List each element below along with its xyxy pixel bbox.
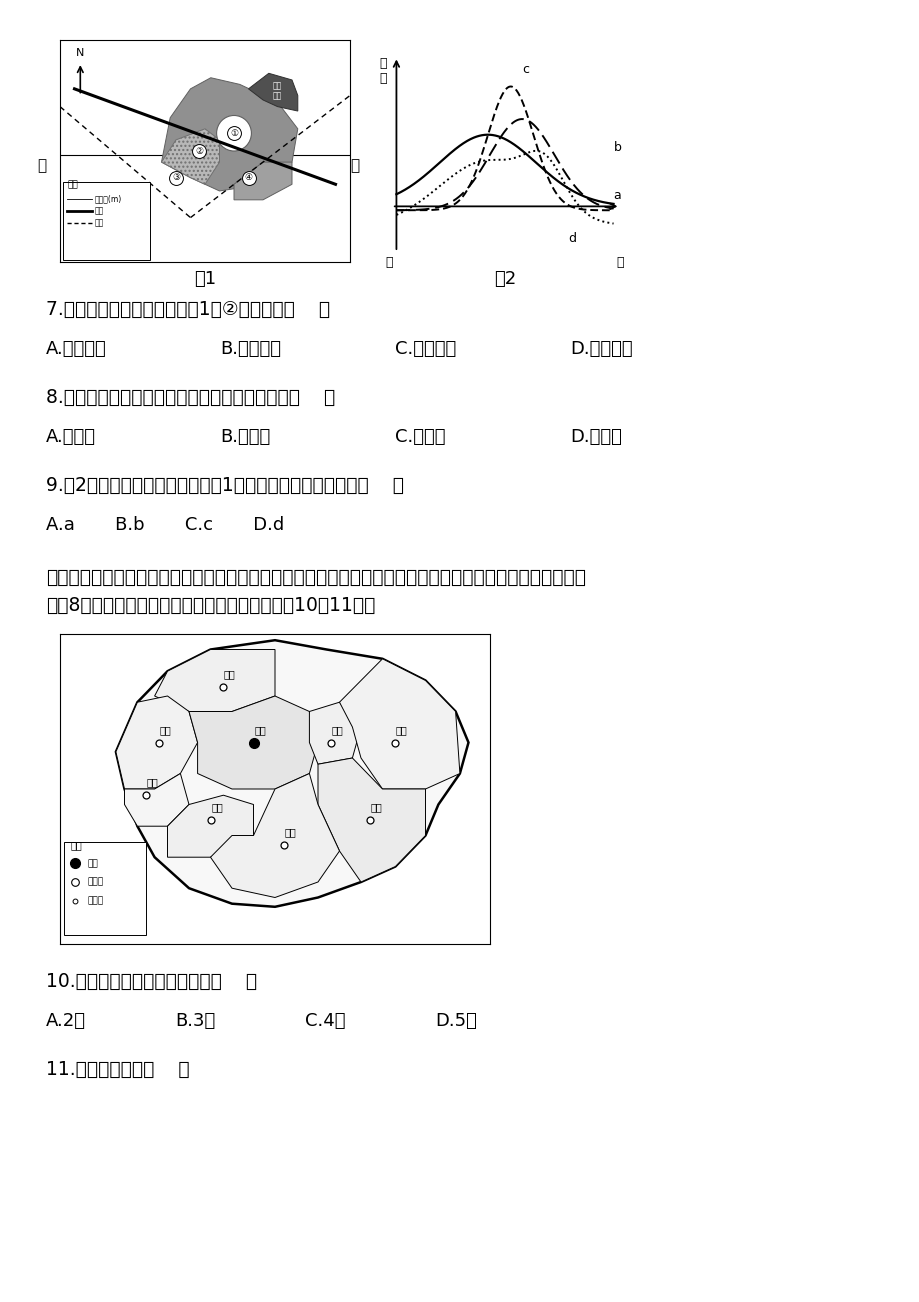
- Text: 县级市: 县级市: [88, 896, 104, 905]
- Text: 9.图2中的曲线，能准确反应出图1中甲乙一线地租变化的是（    ）: 9.图2中的曲线，能准确反应出图1中甲乙一线地租变化的是（ ）: [46, 477, 403, 495]
- Text: 乙: 乙: [350, 159, 359, 173]
- Text: 周边8个大中型城市所组成的城市群。据此完成第10～11题。: 周边8个大中型城市所组成的城市群。据此完成第10～11题。: [46, 596, 375, 615]
- Text: a: a: [613, 189, 620, 202]
- Text: 咸宁: 咸宁: [284, 827, 296, 837]
- Text: b: b: [613, 141, 620, 154]
- Text: C.4级: C.4级: [305, 1012, 346, 1030]
- Text: 甲: 甲: [385, 256, 393, 270]
- Text: 地
租: 地 租: [379, 56, 386, 85]
- Text: C.偏西风: C.偏西风: [394, 428, 445, 447]
- Text: 河北
公园: 河北 公园: [273, 81, 282, 100]
- Polygon shape: [188, 697, 318, 789]
- Polygon shape: [233, 163, 291, 199]
- Text: 7.高级住宅区最可能分布在图1中②功能区的（    ）: 7.高级住宅区最可能分布在图1中②功能区的（ ）: [46, 299, 330, 319]
- Text: d: d: [567, 233, 575, 246]
- Text: N: N: [76, 48, 85, 57]
- Text: 武汉: 武汉: [254, 725, 266, 734]
- Text: 省会: 省会: [88, 859, 98, 868]
- Polygon shape: [318, 758, 425, 881]
- Polygon shape: [167, 796, 254, 857]
- Text: 河流: 河流: [95, 207, 104, 215]
- Text: C.西北方向: C.西北方向: [394, 340, 456, 358]
- Text: 甲: 甲: [38, 159, 47, 173]
- Text: B.西南方向: B.西南方向: [220, 340, 280, 358]
- Text: A.2级: A.2级: [46, 1012, 85, 1030]
- Text: 铁路: 铁路: [95, 219, 104, 228]
- Ellipse shape: [216, 116, 251, 151]
- Text: 图例: 图例: [67, 181, 78, 190]
- Text: 图2: 图2: [494, 270, 516, 288]
- Polygon shape: [124, 773, 188, 827]
- Text: ②: ②: [195, 147, 203, 155]
- Text: 等高线(m): 等高线(m): [95, 194, 122, 203]
- Text: D.东南方向: D.东南方向: [570, 340, 632, 358]
- Text: 黄冈: 黄冈: [395, 725, 407, 734]
- Text: A.东北方向: A.东北方向: [46, 340, 107, 358]
- Polygon shape: [162, 78, 298, 191]
- Text: ③: ③: [172, 173, 180, 182]
- Text: 鄂州: 鄂州: [331, 725, 343, 734]
- FancyBboxPatch shape: [62, 182, 150, 260]
- Text: ④: ④: [244, 173, 253, 182]
- Text: 11.武汉都市圈中（    ）: 11.武汉都市圈中（ ）: [46, 1060, 189, 1079]
- Text: 孝感: 孝感: [223, 669, 235, 678]
- Text: 8.若图中城市布局合理，则该地主导风向可能为（    ）: 8.若图中城市布局合理，则该地主导风向可能为（ ）: [46, 388, 335, 408]
- Text: 潜江: 潜江: [146, 777, 158, 788]
- Text: 乙: 乙: [616, 256, 623, 270]
- Text: B.偏南风: B.偏南风: [220, 428, 270, 447]
- Text: 黄石: 黄石: [369, 802, 381, 812]
- Text: 图1: 图1: [194, 270, 216, 288]
- FancyBboxPatch shape: [64, 841, 146, 935]
- Text: 武汉城市圈是指以中部地区最大城市武汉为圆心，覆盖黄石、鄂州、黄冈、孝感、咸宁、仙桃、潜江、天门等: 武汉城市圈是指以中部地区最大城市武汉为圆心，覆盖黄石、鄂州、黄冈、孝感、咸宁、仙…: [46, 568, 585, 587]
- Text: A.西南风: A.西南风: [46, 428, 96, 447]
- Text: c: c: [522, 62, 528, 76]
- Text: D.偏东风: D.偏东风: [570, 428, 621, 447]
- Polygon shape: [210, 773, 339, 897]
- Text: 仙桃: 仙桃: [210, 802, 222, 812]
- Text: 图例: 图例: [71, 840, 83, 850]
- Polygon shape: [162, 129, 220, 185]
- Text: 10.图中城市群，按等级可分为（    ）: 10.图中城市群，按等级可分为（ ）: [46, 973, 256, 991]
- Polygon shape: [309, 702, 360, 764]
- Text: A.a       B.b       C.c       D.d: A.a B.b C.c D.d: [46, 516, 284, 534]
- Polygon shape: [248, 73, 298, 111]
- Text: B.3级: B.3级: [175, 1012, 215, 1030]
- Polygon shape: [154, 650, 275, 711]
- Polygon shape: [339, 659, 460, 789]
- Text: 天门: 天门: [159, 725, 171, 734]
- Text: D.5级: D.5级: [435, 1012, 476, 1030]
- Text: 地级市: 地级市: [88, 878, 104, 887]
- Polygon shape: [116, 697, 198, 789]
- Polygon shape: [116, 641, 468, 906]
- Text: ①: ①: [230, 129, 238, 138]
